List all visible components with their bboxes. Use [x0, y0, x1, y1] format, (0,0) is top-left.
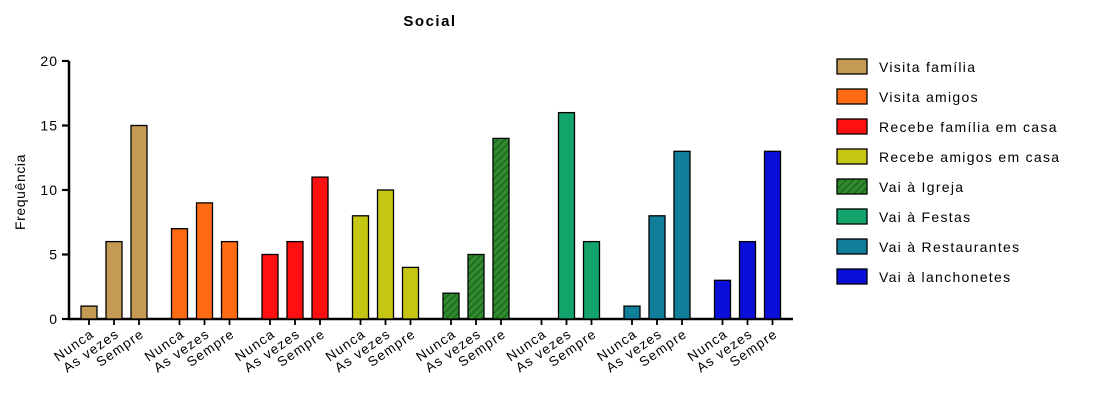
y-tick-label: 20: [40, 53, 58, 69]
y-tick-label: 10: [40, 182, 58, 198]
legend-swatch: [836, 178, 868, 195]
bar: [170, 228, 189, 320]
bar: [467, 253, 485, 320]
legend-swatch: [836, 268, 868, 285]
bars: [80, 111, 782, 320]
legend-swatch: [836, 238, 868, 255]
bar: [738, 240, 757, 320]
y-tick-label: 0: [49, 311, 58, 327]
legend-label: Vai à Festas: [879, 209, 971, 225]
bar: [105, 240, 123, 320]
y-axis-title: Frequência: [12, 154, 28, 230]
legend-label: Recebe amigos em casa: [879, 149, 1060, 165]
bar: [311, 176, 329, 320]
bar: [623, 305, 641, 320]
bar: [648, 215, 666, 320]
bar: [557, 111, 576, 320]
chart-title: Social: [403, 13, 456, 30]
y-tick-label: 5: [49, 247, 58, 263]
bar: [286, 240, 304, 320]
bar: [713, 279, 732, 320]
bar: [582, 240, 601, 320]
legend-swatch: [836, 208, 868, 225]
bar: [673, 150, 691, 320]
bar: [261, 253, 279, 320]
legend: Visita família Visita amigos Recebe famíli…: [836, 58, 1060, 285]
legend-swatch: [836, 118, 868, 135]
legend-swatch: [836, 58, 868, 75]
bar: [376, 189, 395, 320]
legend-label: Visita amigos: [879, 89, 979, 105]
legend-label: Vai à Restaurantes: [879, 239, 1020, 255]
bar: [195, 202, 214, 320]
y-tick-label: 15: [40, 118, 58, 134]
legend-swatch: [836, 88, 868, 105]
axes: 0 5 10 15 20: [40, 53, 793, 327]
bar: [492, 137, 510, 320]
legend-label: Vai à lanchonetes: [879, 269, 1011, 285]
bar: [80, 305, 98, 320]
bar: [130, 124, 148, 320]
bar: [401, 266, 420, 320]
bar: [220, 240, 239, 320]
bar: [442, 292, 460, 320]
bar: [351, 215, 370, 320]
bar: [763, 150, 782, 320]
legend-label: Vai à Igreja: [879, 179, 964, 195]
legend-label: Visita família: [879, 59, 976, 75]
legend-label: Recebe família em casa: [879, 119, 1058, 135]
legend-swatch: [836, 148, 868, 165]
